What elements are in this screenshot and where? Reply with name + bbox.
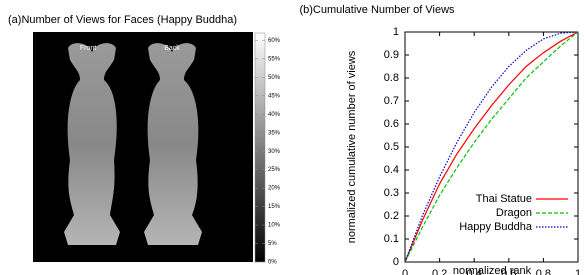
colorbar-tick-label: 15%	[268, 204, 281, 210]
colorbar-tick-label: 20%	[268, 186, 281, 192]
colorbar-tick-label: 30%	[268, 149, 281, 155]
y-tick-label: 0.6	[384, 118, 399, 130]
colorbar-tick-label: 35%	[268, 130, 281, 136]
x-tick-label: 0	[402, 268, 408, 275]
x-axis-label: normalized rank	[453, 265, 532, 275]
legend-label: Dragon	[496, 207, 532, 219]
y-tick-label: 1	[393, 26, 399, 38]
x-tick-label: 1	[575, 268, 581, 275]
view-label: Back	[164, 45, 180, 52]
view-label: Front	[80, 45, 96, 52]
legend-label: Happy Buddha	[459, 221, 533, 233]
x-tick-label: 0.6	[501, 268, 516, 275]
x-tick-label: 0.4	[467, 268, 482, 275]
y-tick-label: 0.4	[384, 164, 399, 176]
y-axis-label: normalized cumulative number of views	[346, 50, 358, 243]
legend-label: Thai Statue	[476, 193, 532, 205]
x-tick-label: 0.2	[432, 268, 447, 275]
y-tick-label: 0.1	[384, 233, 399, 245]
colorbar	[255, 33, 265, 262]
y-tick-label: 0.5	[384, 141, 399, 153]
panel-title: (a)Number of Views for Faces (Happy Budd…	[8, 14, 237, 26]
colorbar-tick-label: 45%	[268, 93, 281, 99]
colorbar-tick-label: 5%	[268, 241, 277, 247]
colorbar-tick-label: 10%	[268, 223, 281, 229]
y-tick-label: 0.7	[384, 95, 399, 107]
x-tick-label: 0.8	[536, 268, 551, 275]
colorbar-tick-label: 60%	[268, 38, 281, 44]
y-tick-label: 0.9	[384, 49, 399, 61]
colorbar-tick-label: 50%	[268, 75, 281, 81]
colorbar-tick-label: 40%	[268, 112, 281, 118]
colorbar-tick-label: 55%	[268, 56, 281, 62]
figure: (a)Number of Views for Faces (Happy Budd…	[0, 0, 584, 275]
y-tick-label: 0.8	[384, 72, 399, 84]
y-tick-label: 0	[393, 256, 399, 268]
y-tick-label: 0.2	[384, 210, 399, 222]
colorbar-tick-label: 25%	[268, 167, 281, 173]
y-tick-label: 0.3	[384, 187, 399, 199]
colorbar-tick-label: 0%	[268, 260, 277, 266]
image-background	[33, 32, 253, 262]
chart-title: (b)Cumulative Number of Views	[299, 4, 455, 16]
